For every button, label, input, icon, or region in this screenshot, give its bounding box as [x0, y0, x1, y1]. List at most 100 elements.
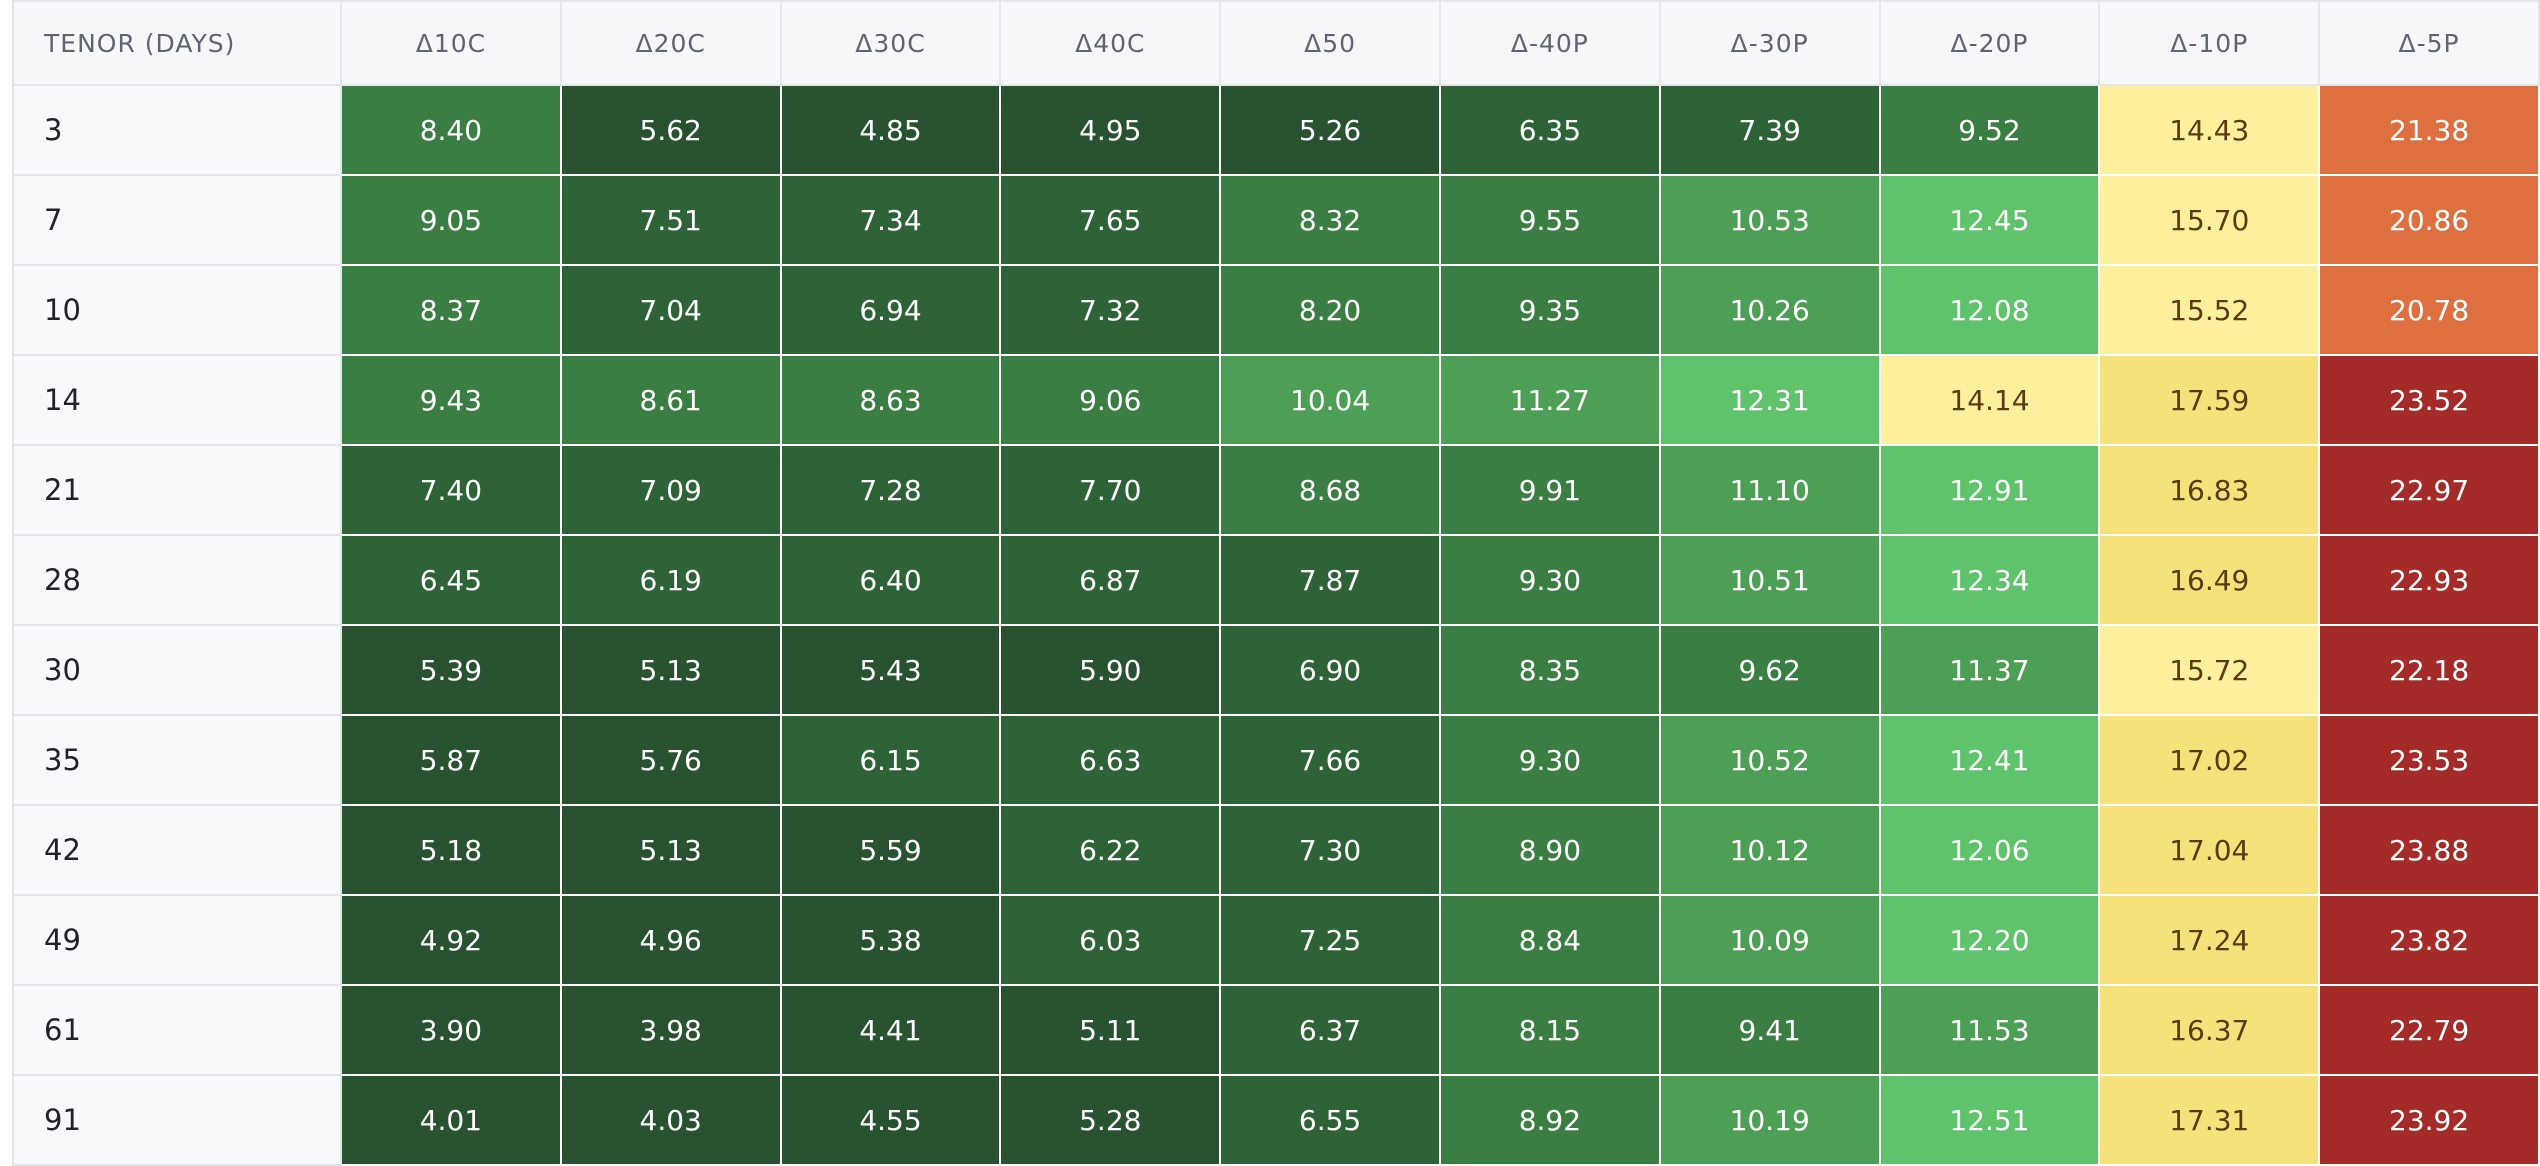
column-header: Δ10C	[340, 0, 562, 86]
column-header: Δ30C	[779, 0, 1002, 86]
column-header: Δ-5P	[2318, 0, 2540, 86]
column-header: Δ40C	[999, 0, 1222, 86]
vol-cell: 8.92	[1438, 1074, 1661, 1166]
vol-cell: 9.91	[1438, 444, 1661, 536]
vol-cell: 7.34	[779, 174, 1002, 266]
vol-cell: 12.45	[1878, 174, 2101, 266]
vol-cell: 12.34	[1878, 534, 2101, 626]
vol-cell: 3.98	[559, 984, 782, 1076]
vol-cell: 9.52	[1878, 84, 2101, 176]
vol-cell: 16.83	[2098, 444, 2321, 536]
vol-cell: 4.03	[559, 1074, 782, 1166]
table-body: 3 8.40 5.62 4.85 4.95 5.26 6.35 7.39 9.52 14.43 21…	[12, 84, 2540, 1166]
vol-cell: 22.18	[2318, 624, 2540, 716]
vol-cell: 17.31	[2098, 1074, 2321, 1166]
vol-cell: 7.25	[1219, 894, 1441, 986]
vol-cell: 5.59	[779, 804, 1002, 896]
vol-cell: 8.90	[1438, 804, 1661, 896]
vol-cell: 9.35	[1438, 264, 1661, 356]
tenor-cell: 91	[12, 1074, 342, 1166]
table-row: 14 9.43 8.61 8.63 9.06 10.04 11.27 12.31 14.14 17…	[12, 354, 2540, 446]
tenor-cell: 3	[12, 84, 342, 176]
vol-cell: 11.10	[1658, 444, 1881, 536]
vol-cell: 14.43	[2098, 84, 2321, 176]
vol-cell: 5.18	[340, 804, 562, 896]
header-row: TENOR (DAYS) Δ10C Δ20C Δ30C Δ40C Δ50 Δ-40P Δ-30…	[12, 0, 2540, 86]
vol-cell: 4.92	[340, 894, 562, 986]
vol-cell: 6.55	[1219, 1074, 1441, 1166]
vol-cell: 6.37	[1219, 984, 1441, 1076]
vol-cell: 6.63	[999, 714, 1222, 806]
tenor-cell: 7	[12, 174, 342, 266]
vol-cell: 4.95	[999, 84, 1222, 176]
vol-cell: 10.51	[1658, 534, 1881, 626]
vol-cell: 5.87	[340, 714, 562, 806]
vol-cell: 6.90	[1219, 624, 1441, 716]
vol-cell: 11.27	[1438, 354, 1661, 446]
vol-cell: 10.12	[1658, 804, 1881, 896]
vol-cell: 6.35	[1438, 84, 1661, 176]
column-header: Δ50	[1219, 0, 1441, 86]
vol-cell: 6.22	[999, 804, 1222, 896]
column-header: Δ-30P	[1658, 0, 1881, 86]
vol-cell: 4.41	[779, 984, 1002, 1076]
vol-cell: 12.20	[1878, 894, 2101, 986]
vol-cell: 23.92	[2318, 1074, 2540, 1166]
tenor-cell: 30	[12, 624, 342, 716]
vol-cell: 9.43	[340, 354, 562, 446]
vol-cell: 5.38	[779, 894, 1002, 986]
table-row: 35 5.87 5.76 6.15 6.63 7.66 9.30 10.52 12.41 17.0…	[12, 714, 2540, 806]
vol-cell: 8.84	[1438, 894, 1661, 986]
vol-cell: 5.62	[559, 84, 782, 176]
vol-cell: 5.28	[999, 1074, 1222, 1166]
vol-cell: 16.49	[2098, 534, 2321, 626]
tenor-cell: 42	[12, 804, 342, 896]
vol-cell: 5.13	[559, 804, 782, 896]
vol-cell: 8.20	[1219, 264, 1441, 356]
table-row: 49 4.92 4.96 5.38 6.03 7.25 8.84 10.09 12.20 17.2…	[12, 894, 2540, 986]
vol-cell: 7.09	[559, 444, 782, 536]
vol-cell: 8.40	[340, 84, 562, 176]
vol-cell: 8.37	[340, 264, 562, 356]
column-header: TENOR (DAYS)	[12, 0, 342, 86]
vol-cell: 12.06	[1878, 804, 2101, 896]
vol-cell: 9.30	[1438, 714, 1661, 806]
vol-cell: 11.53	[1878, 984, 2101, 1076]
vol-cell: 6.40	[779, 534, 1002, 626]
vol-cell: 9.41	[1658, 984, 1881, 1076]
vol-cell: 5.90	[999, 624, 1222, 716]
vol-cell: 12.08	[1878, 264, 2101, 356]
vol-cell: 20.78	[2318, 264, 2540, 356]
column-header: Δ-10P	[2098, 0, 2321, 86]
vol-cell: 22.93	[2318, 534, 2540, 626]
vol-cell: 16.37	[2098, 984, 2321, 1076]
vol-cell: 15.72	[2098, 624, 2321, 716]
vol-cell: 7.40	[340, 444, 562, 536]
vol-cell: 11.37	[1878, 624, 2101, 716]
vol-cell: 5.76	[559, 714, 782, 806]
vol-surface-table: TENOR (DAYS) Δ10C Δ20C Δ30C Δ40C Δ50 Δ-40P Δ-30…	[12, 0, 2540, 1166]
vol-cell: 9.55	[1438, 174, 1661, 266]
vol-cell: 4.01	[340, 1074, 562, 1166]
vol-cell: 5.43	[779, 624, 1002, 716]
table-row: 42 5.18 5.13 5.59 6.22 7.30 8.90 10.12 12.06 17.0…	[12, 804, 2540, 896]
vol-cell: 21.38	[2318, 84, 2540, 176]
vol-cell: 20.86	[2318, 174, 2540, 266]
vol-cell: 6.87	[999, 534, 1222, 626]
vol-cell: 8.68	[1219, 444, 1441, 536]
vol-cell: 10.52	[1658, 714, 1881, 806]
vol-cell: 14.14	[1878, 354, 2101, 446]
vol-cell: 23.82	[2318, 894, 2540, 986]
vol-cell: 17.02	[2098, 714, 2321, 806]
vol-cell: 8.15	[1438, 984, 1661, 1076]
vol-cell: 10.09	[1658, 894, 1881, 986]
vol-cell: 7.65	[999, 174, 1222, 266]
vol-cell: 10.53	[1658, 174, 1881, 266]
vol-cell: 23.53	[2318, 714, 2540, 806]
vol-cell: 6.15	[779, 714, 1002, 806]
vol-cell: 5.11	[999, 984, 1222, 1076]
vol-cell: 22.79	[2318, 984, 2540, 1076]
vol-cell: 12.31	[1658, 354, 1881, 446]
vol-cell: 23.88	[2318, 804, 2540, 896]
